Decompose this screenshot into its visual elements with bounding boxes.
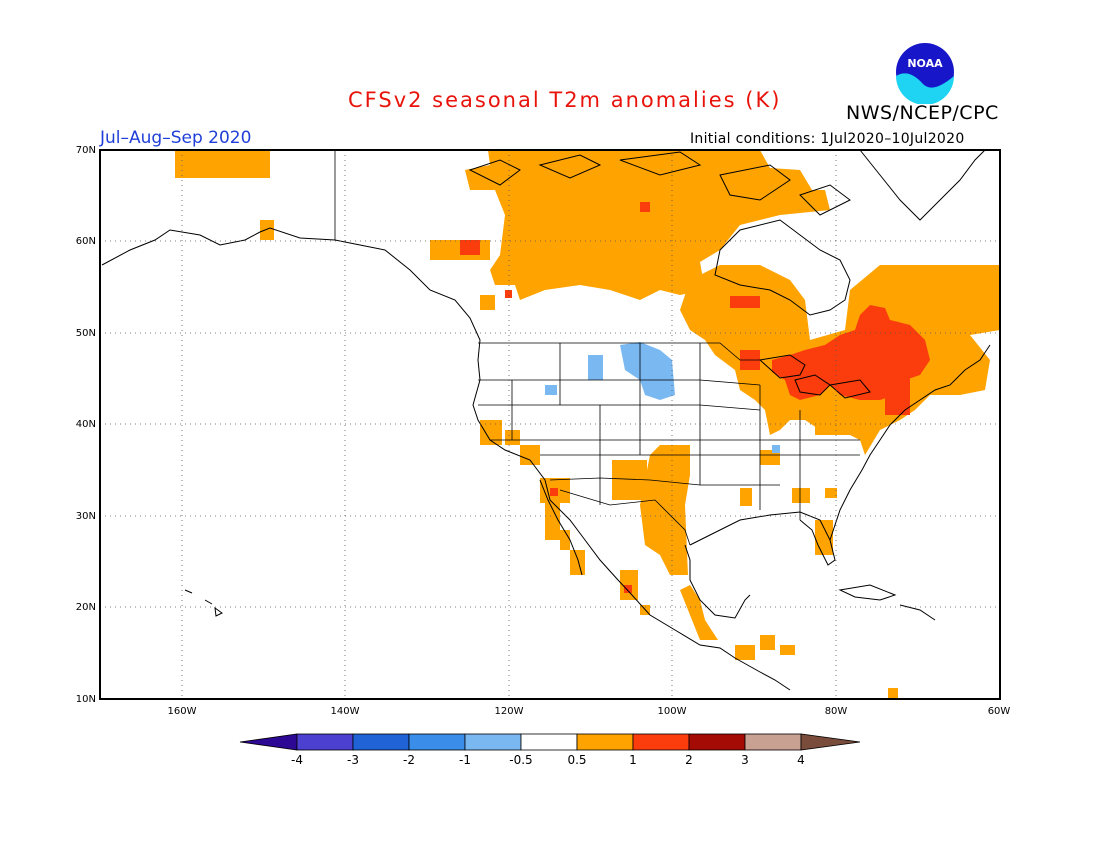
colorbar-label: -4 [291,753,303,767]
colorbar-label: 3 [741,753,749,767]
lon-label: 160W [168,706,197,717]
lat-lon-grid [100,150,1000,699]
colorbar-swatch [688,733,746,751]
initial-conditions: Initial conditions: 1Jul2020–10Jul2020 [690,131,965,147]
forecast-period: Jul–Aug–Sep 2020 [100,128,252,148]
lat-label: 10N [76,694,96,705]
lat-label: 30N [76,511,96,522]
colorbar-label: -0.5 [509,753,532,767]
colorbar: -4 -3 -2 -1 -0.5 0.5 1 2 3 4 [239,733,861,767]
org-label: NWS/NCEP/CPC [846,102,999,124]
colorbar-label: -3 [347,753,359,767]
lon-labels: 160W 140W 120W 100W 80W 60W [168,706,1011,717]
colorbar-arrow-low [239,733,298,751]
lon-label: 120W [495,706,524,717]
noaa-logo: NOAA [894,41,956,104]
colorbar-label: 2 [685,753,693,767]
colorbar-swatch [744,733,802,751]
colorbar-swatch [632,733,690,751]
colorbar-label: -1 [459,753,471,767]
colorbar-label: 0.5 [567,753,586,767]
lon-label: 80W [825,706,848,717]
anomaly-shading [175,150,1000,698]
borders [334,150,860,546]
lon-label: 140W [331,706,360,717]
colorbar-swatch [352,733,410,751]
map-frame [99,149,1001,700]
lon-label: 60W [988,706,1011,717]
lon-label: 100W [658,706,687,717]
colorbar-arrow-high [800,733,861,751]
logo-text: NOAA [907,57,943,70]
colorbar-label: 1 [629,753,637,767]
lat-labels: 70N 60N 50N 40N 30N 20N 10N [76,145,96,705]
colorbar-swatch [408,733,466,751]
lat-label: 50N [76,328,96,339]
colorbar-swatch [520,733,578,751]
colorbar-swatch [464,733,522,751]
lat-label: 20N [76,602,96,613]
colorbar-label: 4 [797,753,805,767]
lat-label: 60N [76,236,96,247]
coastlines [101,149,991,691]
map-title: CFSv2 seasonal T2m anomalies (K) [348,88,782,112]
colorbar-swatch [576,733,634,751]
lat-label: 40N [76,419,96,430]
colorbar-swatch [296,733,354,751]
colorbar-label: -2 [403,753,415,767]
lat-label: 70N [76,145,96,156]
